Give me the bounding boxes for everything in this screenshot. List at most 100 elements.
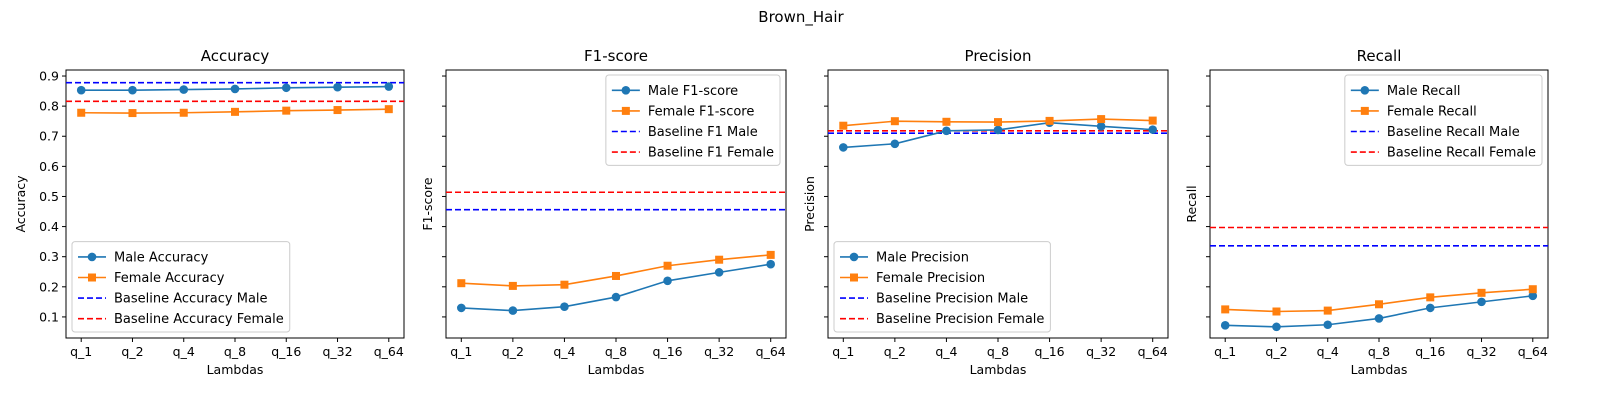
- f1-score-legend-frame: [605, 74, 781, 166]
- accuracy-ylabel: Accuracy: [13, 175, 28, 233]
- legend-marker-female-precision: [850, 273, 858, 282]
- accuracy-ytick-label: 0.6: [39, 159, 59, 174]
- data-point-male-recall: [1272, 322, 1281, 332]
- data-point-male-accuracy: [230, 84, 240, 94]
- precision-ylabel: Precision: [802, 176, 817, 232]
- recall-xtick-label: q_4: [1317, 344, 1339, 359]
- f1-score-xtick-label: q_32: [704, 344, 734, 359]
- legend-label-baseline-f1-female: Baseline F1 Female: [648, 146, 774, 161]
- legend-label-male-precision: Male Precision: [876, 250, 969, 265]
- data-point-female-f1-score: [766, 250, 775, 259]
- legend-marker-female-accuracy: [88, 273, 96, 282]
- legend-marker-female-recall: [1360, 106, 1369, 115]
- data-point-male-precision: [890, 139, 900, 149]
- recall-xtick-label: q_32: [1466, 344, 1496, 359]
- legend-label-male-accuracy: Male Accuracy: [114, 250, 209, 265]
- data-point-female-recall: [1221, 305, 1230, 314]
- legend-marker-male-precision: [849, 252, 859, 262]
- data-point-male-accuracy: [179, 85, 189, 94]
- data-point-male-accuracy: [333, 82, 342, 92]
- legend-marker-male-recall: [1360, 86, 1370, 95]
- accuracy-ytick-label: 0.4: [39, 219, 59, 234]
- data-point-female-recall: [1272, 307, 1281, 316]
- accuracy-xtick-label: q_64: [374, 344, 404, 359]
- accuracy-legend: Male Accuracy Female Accuracy Baseline Acc…: [71, 241, 291, 333]
- accuracy-legend-frame: [71, 241, 291, 333]
- data-point-female-precision: [890, 117, 899, 126]
- f1-score-xtick-label: q_2: [502, 344, 524, 359]
- precision-xlabel: Lambdas: [970, 362, 1027, 377]
- data-point-male-f1-score: [611, 292, 621, 302]
- legend-label-male-f1-score: Male F1-score: [648, 84, 738, 99]
- accuracy-xtick-label: q_1: [70, 344, 92, 359]
- recall-xtick-label: q_8: [1368, 344, 1390, 359]
- data-point-female-recall: [1528, 285, 1537, 294]
- data-point-female-accuracy: [282, 106, 291, 115]
- accuracy-ytick-label: 0.5: [39, 189, 59, 204]
- data-point-female-f1-score: [560, 280, 569, 289]
- precision-xtick-label: q_64: [1138, 344, 1168, 359]
- accuracy-ytick-label: 0.1: [39, 309, 59, 324]
- f1-score-xtick-label: q_64: [756, 344, 786, 359]
- precision-xtick-label: q_2: [884, 344, 906, 359]
- subplot-f1-score: F1-score q_1 q_2 q_4 q_8 q_16 q_32 q_64 Lambdas F…: [420, 47, 787, 377]
- f1-score-xtick-label: q_16: [653, 344, 683, 359]
- data-point-female-accuracy: [128, 109, 137, 118]
- data-point-female-precision: [1097, 115, 1106, 124]
- data-point-male-f1-score: [560, 302, 569, 311]
- data-point-male-recall: [1374, 314, 1384, 323]
- accuracy-xtick-label: q_2: [121, 344, 143, 359]
- data-point-male-f1-score: [714, 268, 724, 277]
- data-point-female-accuracy: [179, 108, 188, 117]
- f1-score-legend: Male F1-score Female F1-score Baseline F1 …: [605, 74, 781, 166]
- data-point-male-f1-score: [508, 306, 518, 315]
- precision-legend: Male Precision Female Precision Baseline P…: [833, 241, 1051, 333]
- data-point-male-f1-score: [457, 303, 466, 313]
- data-point-female-f1-score: [508, 281, 517, 290]
- legend-label-baseline-precision-female: Baseline Precision Female: [876, 312, 1044, 327]
- data-point-male-precision: [993, 125, 1003, 135]
- subplot-accuracy: Accuracy 0.1 0.2 0.3 0.4 0.5 0.6 0.7 0.8 0.9 q_1 q_…: [13, 47, 405, 377]
- recall-legend: Male Recall Female Recall Baseline Recall …: [1344, 74, 1543, 166]
- recall-xtick-label: q_2: [1265, 344, 1287, 359]
- accuracy-ytick-label: 0.2: [39, 279, 59, 294]
- recall-xlabel: Lambdas: [1351, 362, 1408, 377]
- data-point-male-recall: [1323, 320, 1333, 330]
- f1-score-title: F1-score: [584, 47, 648, 65]
- data-point-male-precision: [1096, 122, 1106, 131]
- data-point-male-recall: [1220, 321, 1230, 330]
- f1-score-xtick-label: q_4: [553, 344, 575, 359]
- data-point-female-accuracy: [77, 108, 86, 117]
- data-point-female-accuracy: [384, 105, 393, 114]
- recall-xtick-label: q_1: [1214, 344, 1236, 359]
- data-point-male-precision: [1148, 125, 1157, 134]
- recall-legend-frame: [1344, 74, 1543, 166]
- data-point-male-accuracy: [384, 82, 394, 91]
- precision-title: Precision: [965, 47, 1032, 65]
- legend-label-baseline-precision-male: Baseline Precision Male: [876, 292, 1028, 307]
- series-line-male-f1-score: [461, 263, 771, 312]
- f1-score-xtick-label: q_1: [450, 344, 472, 359]
- recall-ylabel: Recall: [1184, 185, 1199, 222]
- data-point-female-f1-score: [457, 279, 466, 288]
- data-point-male-accuracy: [76, 85, 86, 95]
- recall-xtick-label: q_64: [1518, 344, 1548, 359]
- precision-xtick-label: q_32: [1086, 344, 1116, 359]
- data-point-male-accuracy: [281, 83, 291, 93]
- accuracy-ytick-label: 0.3: [39, 249, 59, 264]
- data-point-male-recall: [1425, 303, 1435, 313]
- accuracy-xlabel: Lambdas: [207, 362, 264, 377]
- f1-score-ylabel: F1-score: [420, 177, 435, 231]
- data-point-female-accuracy: [333, 106, 342, 115]
- figure-suptitle: Brown_Hair: [758, 8, 844, 27]
- legend-label-baseline-accuracy-male: Baseline Accuracy Male: [114, 292, 268, 307]
- f1-score-xtick-label: q_8: [605, 344, 627, 359]
- precision-xtick-label: q_8: [987, 344, 1009, 359]
- legend-label-female-recall: Female Recall: [1387, 104, 1477, 119]
- data-point-female-recall: [1323, 306, 1332, 315]
- legend-label-female-f1-score: Female F1-score: [648, 104, 755, 119]
- subplot-precision: Precision q_1 q_2 q_4 q_8 q_16 q_32 q_64 Lambdas…: [802, 47, 1169, 377]
- data-point-female-recall: [1375, 300, 1383, 309]
- legend-label-baseline-recall-male: Baseline Recall Male: [1387, 125, 1520, 140]
